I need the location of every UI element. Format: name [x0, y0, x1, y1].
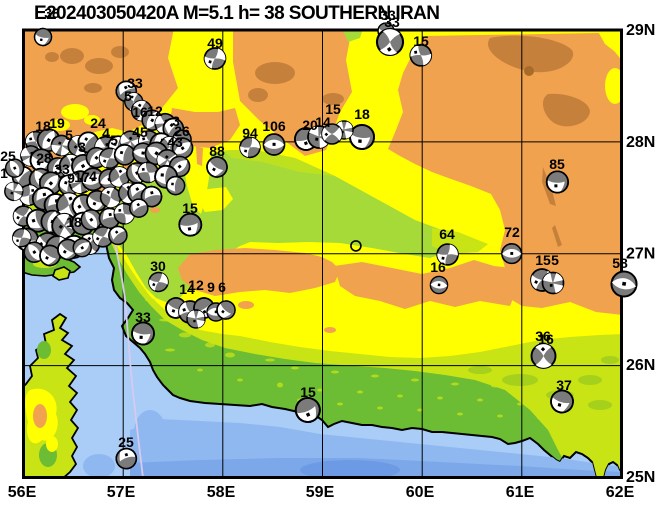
svg-text:60E: 60E: [406, 484, 435, 501]
svg-text:9: 9: [207, 279, 215, 295]
svg-text:15: 15: [325, 101, 341, 117]
svg-text:33: 33: [54, 161, 70, 177]
svg-text:28: 28: [36, 150, 52, 166]
svg-text:16: 16: [132, 104, 148, 120]
svg-text:25N: 25N: [626, 469, 655, 486]
svg-text:56E: 56E: [8, 484, 37, 501]
svg-text:29N: 29N: [626, 22, 655, 39]
svg-text:18: 18: [354, 106, 370, 122]
svg-text:15: 15: [182, 200, 198, 216]
svg-text:26: 26: [174, 123, 190, 139]
svg-text:12: 12: [188, 277, 204, 293]
svg-text:25: 25: [0, 148, 16, 164]
svg-text:38: 38: [44, 5, 60, 21]
svg-text:106: 106: [262, 118, 286, 134]
svg-text:58E: 58E: [207, 484, 236, 501]
svg-text:33: 33: [380, 7, 396, 23]
svg-text:64: 64: [439, 226, 455, 242]
svg-text:59E: 59E: [306, 484, 335, 501]
svg-text:12: 12: [147, 103, 163, 119]
svg-text:27N: 27N: [626, 246, 655, 263]
svg-text:58: 58: [612, 255, 628, 271]
svg-text:88: 88: [209, 143, 225, 159]
svg-text:14: 14: [179, 281, 195, 297]
svg-text:16: 16: [430, 259, 446, 275]
svg-text:62E: 62E: [606, 484, 635, 501]
svg-text:33: 33: [384, 14, 400, 30]
svg-text:15: 15: [300, 384, 316, 400]
svg-text:61E: 61E: [506, 484, 535, 501]
svg-text:33: 33: [135, 309, 151, 325]
svg-text:57E: 57E: [107, 484, 136, 501]
svg-text:36: 36: [535, 328, 551, 344]
svg-text:72: 72: [504, 224, 520, 240]
svg-text:94: 94: [242, 125, 258, 141]
svg-text:4: 4: [89, 168, 97, 184]
svg-text:5: 5: [65, 127, 73, 143]
svg-text:9: 9: [67, 170, 75, 186]
svg-text:33: 33: [127, 75, 143, 91]
svg-text:14: 14: [315, 114, 331, 130]
svg-text:5: 5: [551, 252, 559, 268]
svg-text:3: 3: [78, 139, 86, 155]
svg-text:15: 15: [535, 252, 551, 268]
svg-text:25: 25: [118, 434, 134, 450]
svg-text:43: 43: [167, 134, 183, 150]
svg-text:24: 24: [90, 115, 106, 131]
svg-text:30: 30: [150, 258, 166, 274]
svg-text:4: 4: [102, 125, 110, 141]
svg-text:85: 85: [549, 156, 565, 172]
svg-text:6: 6: [218, 279, 226, 295]
svg-text:5: 5: [110, 132, 118, 148]
svg-text:15: 15: [413, 33, 429, 49]
svg-text:18: 18: [35, 118, 51, 134]
svg-text:18: 18: [66, 214, 82, 230]
svg-text:45: 45: [132, 124, 148, 140]
svg-text:16: 16: [538, 331, 554, 347]
svg-text:5: 5: [124, 88, 132, 104]
svg-text:49: 49: [207, 35, 223, 51]
svg-text:26N: 26N: [626, 357, 655, 374]
svg-text:28N: 28N: [626, 134, 655, 151]
svg-text:19: 19: [49, 115, 65, 131]
svg-text:3: 3: [172, 113, 180, 129]
svg-text:20: 20: [302, 117, 318, 133]
svg-text:E202403050420A M=5.1 h= 38 SOU: E202403050420A M=5.1 h= 38 SOUTHERN IRAN: [34, 3, 440, 24]
svg-text:37: 37: [556, 377, 572, 393]
svg-text:1: 1: [0, 165, 8, 181]
svg-text:17: 17: [74, 169, 90, 185]
